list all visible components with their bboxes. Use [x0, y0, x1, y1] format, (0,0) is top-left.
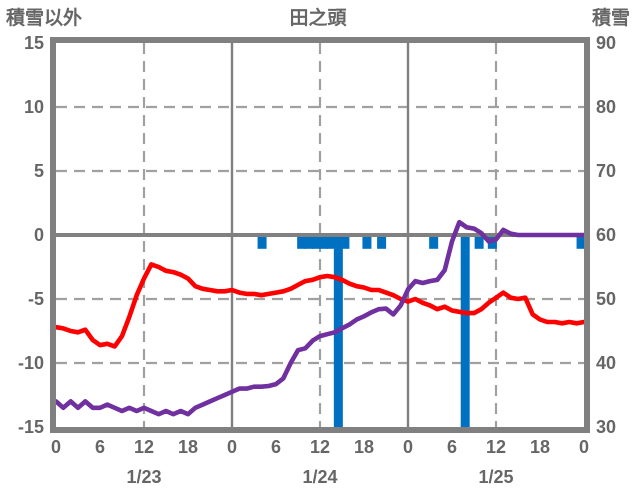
snow-bar: [304, 236, 314, 249]
chart-title: 田之頭: [289, 8, 347, 29]
snow-bar: [576, 236, 586, 249]
snow-bar: [429, 236, 439, 249]
snow-bar: [319, 236, 329, 249]
x-axis-tick: 18: [177, 437, 199, 457]
x-axis-date-label: 1/23: [126, 467, 162, 487]
chart-frame: [50, 37, 590, 433]
x-axis-tick: 0: [50, 437, 61, 457]
x-axis-tick: 12: [133, 437, 155, 457]
right-axis-title: 積雪: [591, 8, 630, 29]
x-axis-tick: 6: [446, 437, 457, 457]
x-axis-date-label: 1/25: [478, 467, 514, 487]
snow-bar: [377, 236, 387, 249]
left-axis-tick: 15: [23, 33, 44, 53]
x-axis-date-label: 1/24: [302, 467, 338, 487]
x-axis-tick: 18: [353, 437, 375, 457]
x-axis-tick: 0: [226, 437, 237, 457]
snow-bar: [326, 236, 336, 249]
right-axis-tick: 60: [596, 225, 617, 245]
right-axis-tick: 50: [596, 289, 617, 309]
right-axis-tick: 40: [596, 353, 617, 373]
snow-bar: [311, 236, 321, 249]
left-axis-title: 積雪以外: [6, 8, 83, 29]
x-axis-tick: 12: [309, 437, 331, 457]
purple-line: [53, 219, 587, 417]
x-axis-tick: 0: [402, 437, 413, 457]
left-axis-tick: -15: [17, 417, 44, 437]
red-line: [53, 262, 587, 349]
x-axis-tick: 6: [94, 437, 105, 457]
left-axis-tick: 5: [33, 161, 44, 181]
snow-bar: [297, 236, 307, 249]
right-axis-tick: 80: [596, 97, 617, 117]
right-axis-tick: 70: [596, 161, 617, 181]
snow-bar: [460, 236, 470, 427]
snow-bar: [340, 236, 350, 249]
x-axis-tick: 12: [485, 437, 507, 457]
left-axis-tick: -10: [17, 353, 44, 373]
left-axis-tick: 10: [23, 97, 44, 117]
left-axis-tick: 0: [33, 225, 44, 245]
snow-bar: [362, 236, 372, 249]
snow-bar: [257, 236, 267, 249]
x-axis-tick: 18: [529, 437, 551, 457]
right-axis-tick: 30: [596, 417, 617, 437]
x-axis-tick: 6: [270, 437, 281, 457]
left-axis-tick: -5: [27, 289, 44, 309]
snow-bar: [474, 236, 484, 249]
right-axis-tick: 90: [596, 33, 617, 53]
x-axis-tick: 0: [578, 437, 589, 457]
